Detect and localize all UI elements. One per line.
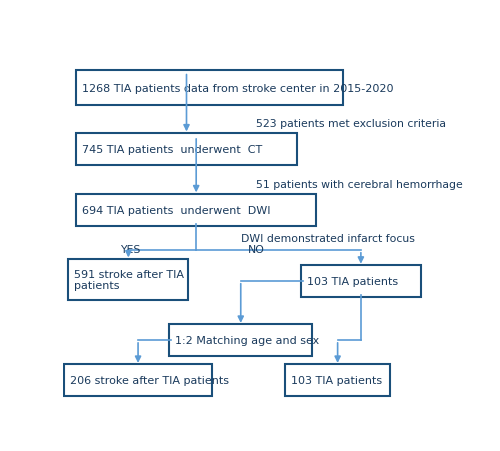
Text: 591 stroke after TIA
patients: 591 stroke after TIA patients bbox=[74, 269, 184, 290]
FancyBboxPatch shape bbox=[76, 194, 316, 226]
Text: 523 patients met exclusion criteria: 523 patients met exclusion criteria bbox=[256, 119, 446, 129]
FancyBboxPatch shape bbox=[76, 71, 344, 106]
FancyBboxPatch shape bbox=[286, 364, 390, 396]
Text: 206 stroke after TIA patients: 206 stroke after TIA patients bbox=[70, 375, 229, 385]
Text: YES: YES bbox=[120, 244, 141, 254]
FancyBboxPatch shape bbox=[301, 265, 421, 297]
FancyBboxPatch shape bbox=[169, 324, 312, 356]
FancyBboxPatch shape bbox=[64, 364, 212, 396]
Text: DWI demonstrated infarct focus: DWI demonstrated infarct focus bbox=[241, 233, 414, 243]
Text: 103 TIA patients: 103 TIA patients bbox=[291, 375, 382, 385]
Text: 1:2 Matching age and sex: 1:2 Matching age and sex bbox=[175, 335, 319, 345]
Text: 1268 TIA patients data from stroke center in 2015-2020: 1268 TIA patients data from stroke cente… bbox=[82, 83, 394, 93]
Text: 51 patients with cerebral hemorrhage: 51 patients with cerebral hemorrhage bbox=[256, 179, 463, 189]
FancyBboxPatch shape bbox=[68, 259, 188, 301]
FancyBboxPatch shape bbox=[76, 133, 297, 165]
Text: 745 TIA patients  underwent  CT: 745 TIA patients underwent CT bbox=[82, 144, 262, 154]
Text: 103 TIA patients: 103 TIA patients bbox=[306, 276, 398, 286]
Text: NO: NO bbox=[248, 244, 264, 254]
Text: 694 TIA patients  underwent  DWI: 694 TIA patients underwent DWI bbox=[82, 205, 270, 215]
